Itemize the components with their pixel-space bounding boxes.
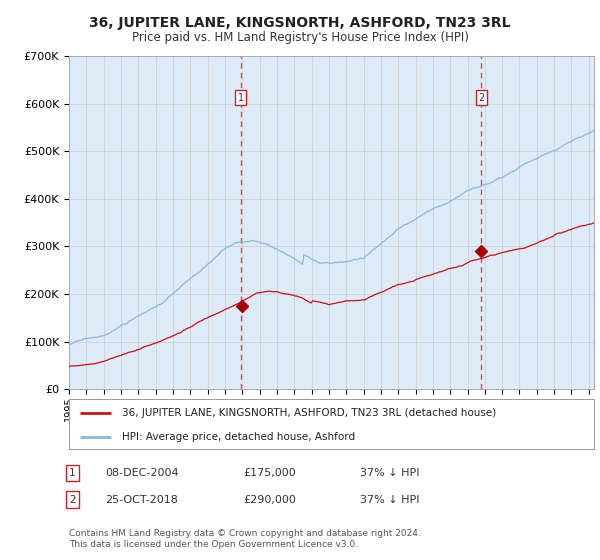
Text: 2: 2 — [69, 494, 76, 505]
Text: £175,000: £175,000 — [243, 468, 296, 478]
Text: £290,000: £290,000 — [243, 494, 296, 505]
Text: 25-OCT-2018: 25-OCT-2018 — [105, 494, 178, 505]
Text: 1: 1 — [69, 468, 76, 478]
Text: 36, JUPITER LANE, KINGSNORTH, ASHFORD, TN23 3RL: 36, JUPITER LANE, KINGSNORTH, ASHFORD, T… — [89, 16, 511, 30]
Text: HPI: Average price, detached house, Ashford: HPI: Average price, detached house, Ashf… — [121, 432, 355, 441]
Text: 36, JUPITER LANE, KINGSNORTH, ASHFORD, TN23 3RL (detached house): 36, JUPITER LANE, KINGSNORTH, ASHFORD, T… — [121, 408, 496, 418]
Text: Contains HM Land Registry data © Crown copyright and database right 2024.
This d: Contains HM Land Registry data © Crown c… — [69, 529, 421, 549]
Text: 1: 1 — [238, 92, 244, 102]
Text: 08-DEC-2004: 08-DEC-2004 — [105, 468, 179, 478]
Text: 37% ↓ HPI: 37% ↓ HPI — [360, 468, 419, 478]
Text: 2: 2 — [478, 92, 485, 102]
Text: 37% ↓ HPI: 37% ↓ HPI — [360, 494, 419, 505]
Text: Price paid vs. HM Land Registry's House Price Index (HPI): Price paid vs. HM Land Registry's House … — [131, 31, 469, 44]
